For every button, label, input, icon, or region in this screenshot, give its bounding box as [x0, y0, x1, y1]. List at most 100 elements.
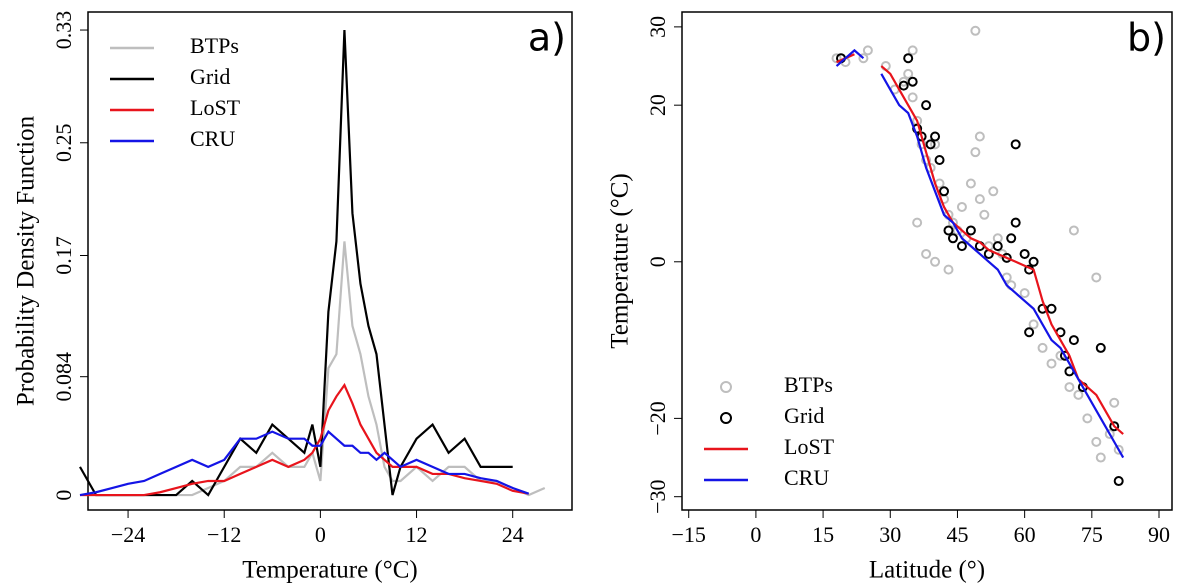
- scatter-point: [912, 217, 923, 228]
- x-tick-label: 12: [406, 522, 428, 547]
- scatter-point: [1001, 252, 1012, 263]
- y-tick-label: 0: [645, 256, 670, 267]
- scatter-point: [974, 131, 985, 142]
- series-line: [836, 53, 1124, 435]
- x-tick-label: 60: [1014, 522, 1036, 547]
- legend-label: Grid: [190, 64, 230, 89]
- scatter-point: [1019, 288, 1030, 299]
- scatter-point: [1104, 429, 1115, 440]
- legend-label: BTPs: [190, 33, 239, 58]
- series-line: [79, 429, 530, 497]
- scatter-point: [1095, 452, 1106, 463]
- scatter-point: [1068, 225, 1079, 236]
- scatter-point: [965, 178, 976, 189]
- scatter-point: [1082, 413, 1093, 424]
- scatter-point: [1109, 397, 1120, 408]
- y-tick-label: 0.17: [51, 236, 76, 275]
- scatter-point: [988, 186, 999, 197]
- panel-label: a): [528, 16, 566, 60]
- scatter-point: [1037, 342, 1048, 353]
- legend-label: BTPs: [784, 372, 833, 397]
- scatter-point: [1064, 382, 1075, 393]
- scatter-point: [947, 233, 958, 244]
- y-axis-label: Probability Density Function: [13, 115, 40, 406]
- scatter-point: [1006, 233, 1017, 244]
- scatter-point: [1109, 421, 1120, 432]
- scatter-point: [965, 225, 976, 236]
- series-line: [79, 382, 529, 497]
- x-tick-label: 24: [502, 522, 524, 547]
- scatter-point: [947, 217, 958, 228]
- scatter-point: [1010, 217, 1021, 228]
- scatter-point: [934, 154, 945, 165]
- scatter-point: [970, 25, 981, 36]
- y-tick-label: 0.25: [51, 124, 76, 163]
- legend-label: LoST: [784, 434, 835, 459]
- scatter-point: [979, 209, 990, 220]
- scatter-point: [907, 45, 918, 56]
- x-tick-label: −15: [672, 522, 706, 547]
- y-tick-label: 0: [51, 490, 76, 501]
- panel-label: b): [1127, 16, 1166, 60]
- scatter-point: [1028, 256, 1039, 267]
- scatter-point: [1091, 272, 1102, 283]
- plot-frame: [681, 11, 1173, 511]
- y-tick-label: 0.33: [51, 11, 76, 50]
- x-axis-label: Temperature (°C): [242, 557, 418, 584]
- x-tick-label: 30: [879, 522, 901, 547]
- x-tick-label: 0: [750, 522, 761, 547]
- y-tick-label: −30: [645, 479, 670, 513]
- scatter-point: [925, 139, 936, 150]
- x-tick-label: 0: [315, 522, 326, 547]
- scatter-point: [862, 45, 873, 56]
- plot-frame: [87, 11, 573, 511]
- scatter-point: [831, 53, 842, 64]
- scatter-point: [921, 248, 932, 259]
- scatter-point: [1010, 139, 1021, 150]
- scatter-point: [907, 76, 918, 87]
- scatter-point: [930, 131, 941, 142]
- scatter-point: [1024, 327, 1035, 338]
- y-tick-label: −20: [645, 401, 670, 435]
- scatter-point: [903, 68, 914, 79]
- scatter-point: [943, 225, 954, 236]
- scatter-point: [1019, 248, 1030, 259]
- scatter-point: [1046, 358, 1057, 369]
- y-tick-label: 20: [645, 94, 670, 116]
- x-tick-label: −12: [207, 522, 241, 547]
- scatter-point: [974, 194, 985, 205]
- scatter-point: [1028, 319, 1039, 330]
- x-tick-label: −24: [111, 522, 145, 547]
- y-tick-label: 0.084: [51, 352, 76, 402]
- legend-label: LoST: [190, 95, 241, 120]
- scatter-point: [903, 53, 914, 64]
- legend-label: Grid: [784, 403, 824, 428]
- x-tick-label: 90: [1148, 522, 1170, 547]
- scatter-point: [992, 241, 1003, 252]
- legend-label: CRU: [190, 126, 235, 151]
- scatter-point: [898, 80, 909, 91]
- scatter-point: [1113, 476, 1124, 487]
- x-axis-label: Latitude (°): [869, 557, 985, 584]
- scatter-point: [943, 264, 954, 275]
- legend-marker: [720, 381, 732, 393]
- series-line: [835, 48, 1125, 459]
- legend-marker: [720, 412, 732, 424]
- y-tick-label: 30: [645, 16, 670, 38]
- scatter-point: [970, 147, 981, 158]
- scatter-point: [1046, 303, 1057, 314]
- scatter-point: [858, 53, 869, 64]
- scatter-point: [1073, 389, 1084, 400]
- scatter-point: [930, 256, 941, 267]
- x-tick-label: 75: [1081, 522, 1103, 547]
- scatter-point: [1095, 342, 1106, 353]
- scatter-point: [907, 92, 918, 103]
- x-tick-label: 15: [812, 522, 834, 547]
- scatter-point: [956, 241, 967, 252]
- scatter-point: [956, 201, 967, 212]
- series-line: [79, 29, 513, 497]
- scatter-point: [921, 100, 932, 111]
- scatter-point: [992, 233, 1003, 244]
- y-axis-label: Temperature (°C): [607, 173, 634, 349]
